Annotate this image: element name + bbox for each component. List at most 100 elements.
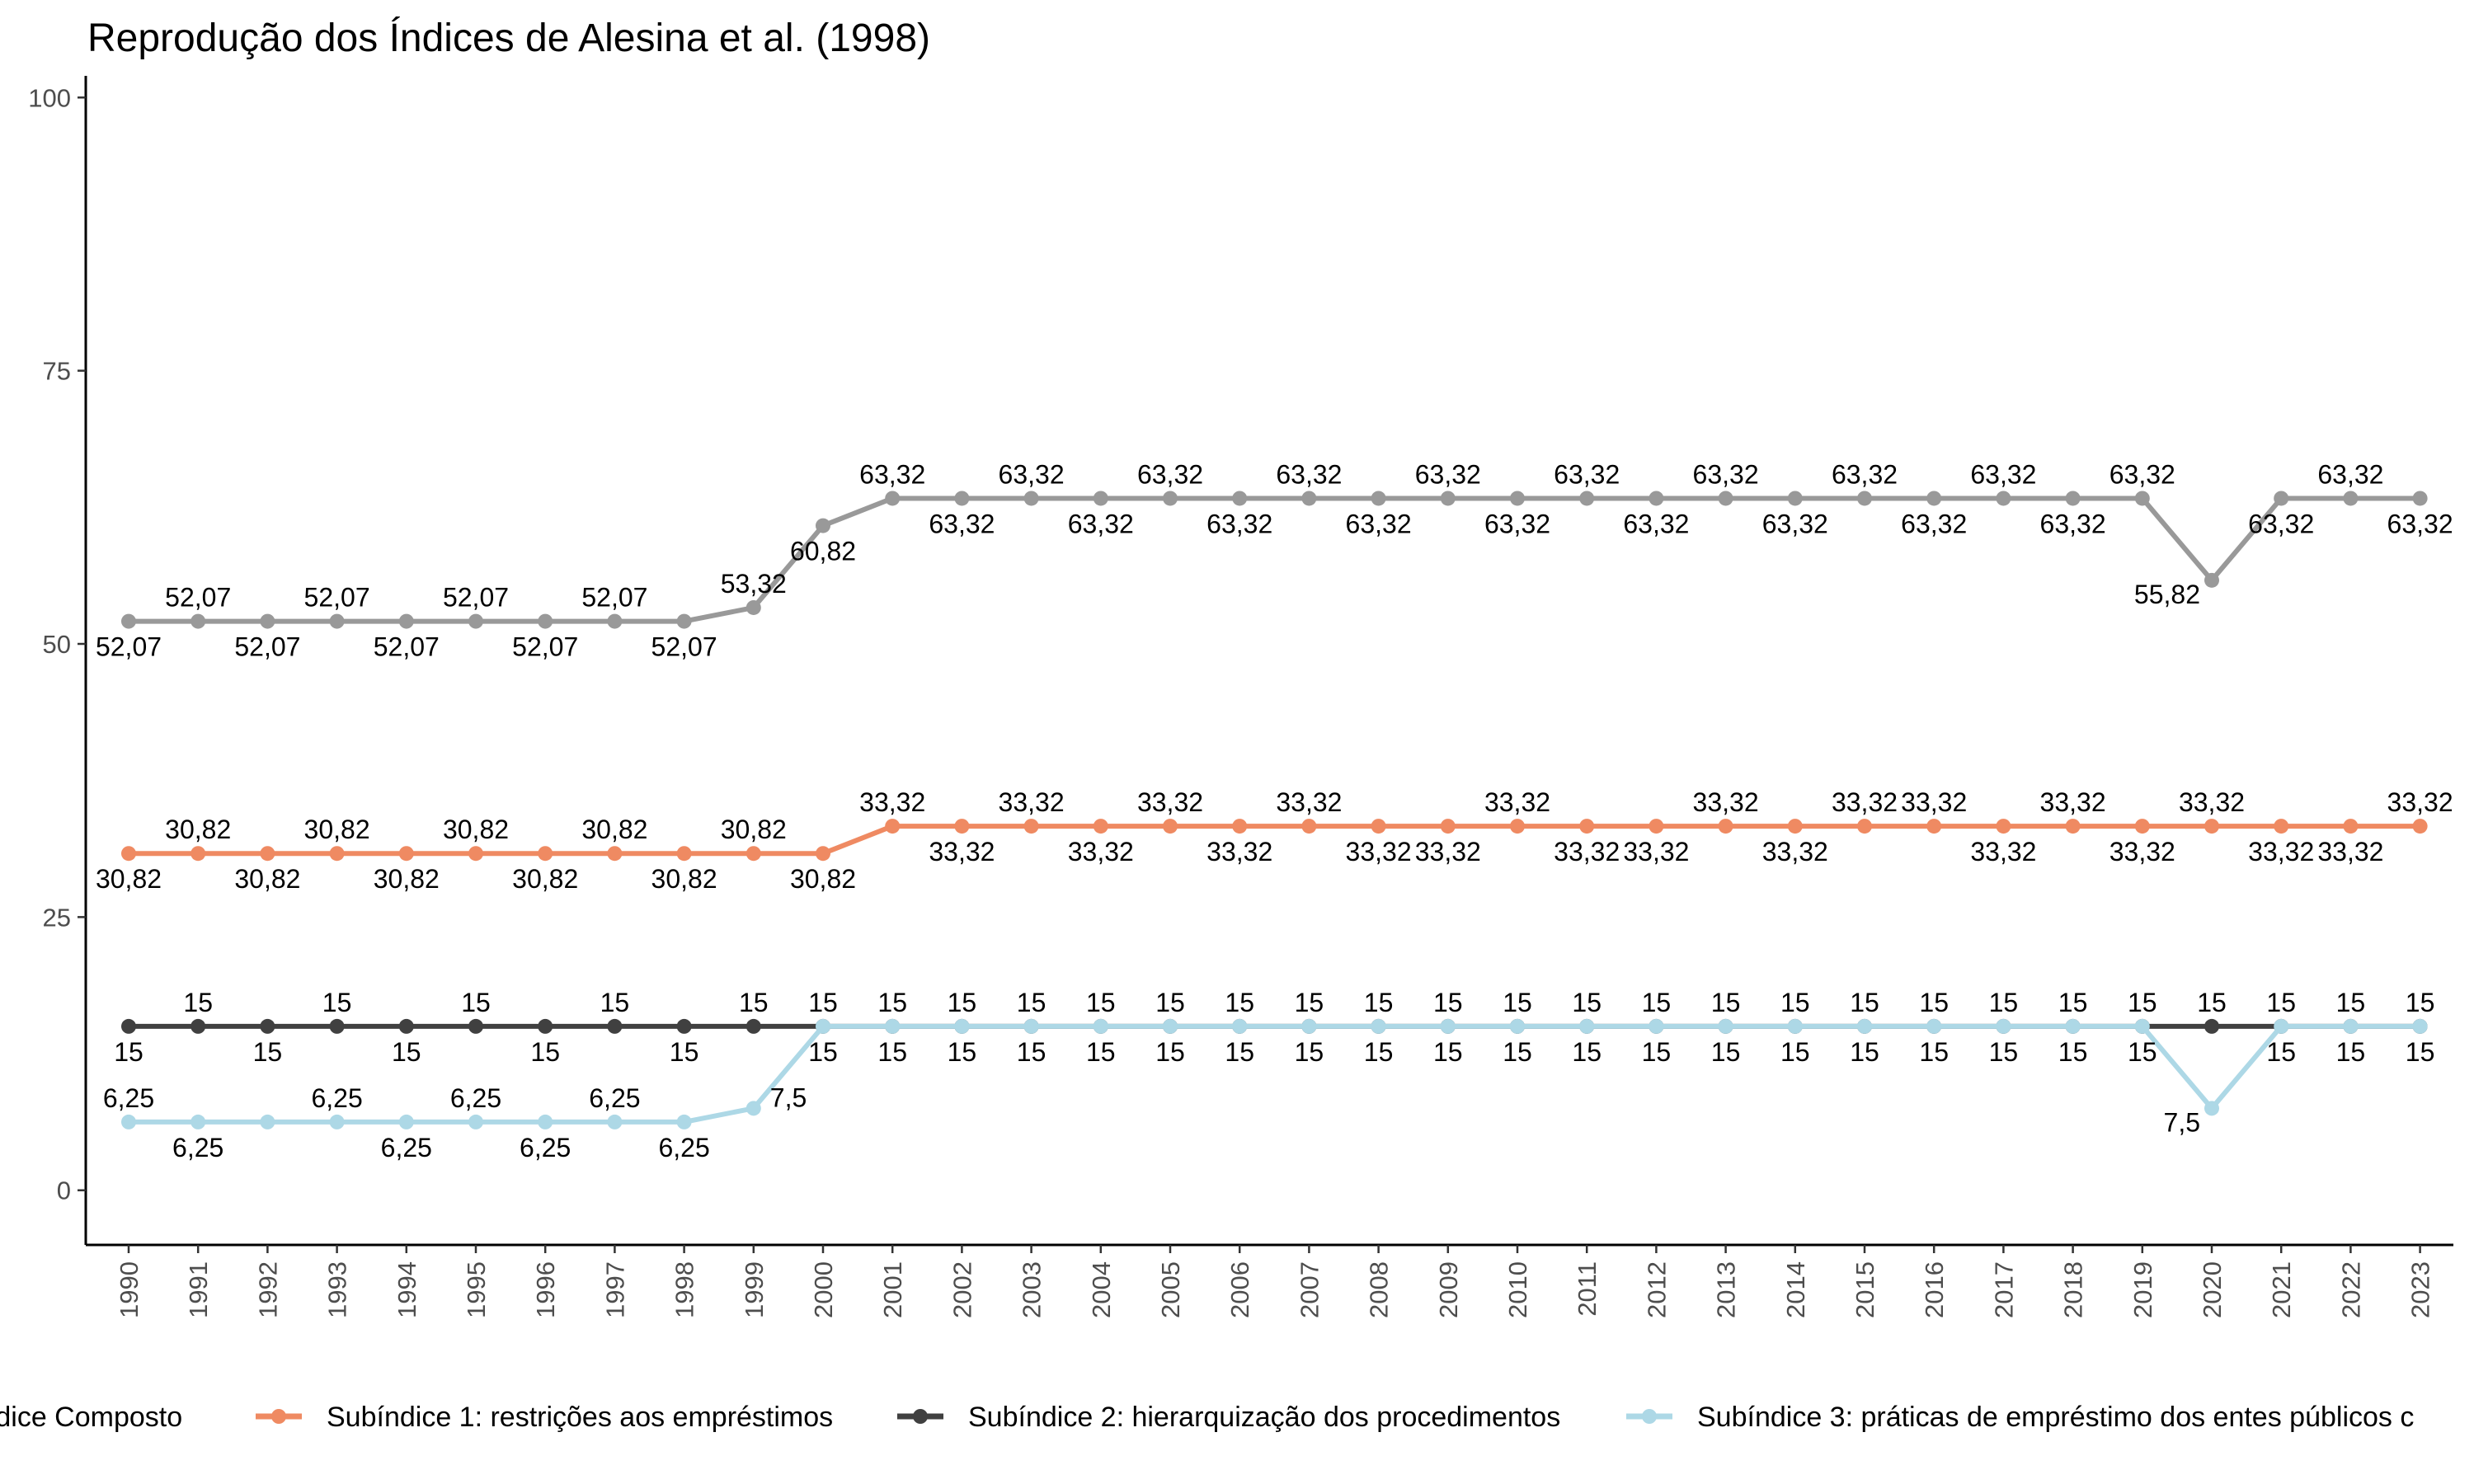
- data-label: 52,07: [651, 632, 717, 662]
- data-point: [260, 846, 275, 862]
- data-label: 6,25: [450, 1083, 501, 1113]
- data-label: 15: [1850, 1037, 1879, 1067]
- y-tick-label: 75: [43, 357, 71, 386]
- data-label: 52,07: [581, 583, 647, 613]
- data-label: 30,82: [96, 864, 162, 894]
- x-tick-label: 1993: [323, 1261, 352, 1318]
- data-point: [1649, 819, 1664, 834]
- data-point: [2343, 1018, 2359, 1034]
- data-point: [1371, 819, 1386, 834]
- data-label: 33,32: [1762, 837, 1828, 866]
- x-tick-label: 1994: [393, 1261, 421, 1318]
- data-label: 15: [1364, 988, 1394, 1017]
- data-point: [2134, 819, 2150, 834]
- data-label: 33,32: [999, 787, 1065, 817]
- data-label: 15: [1642, 988, 1672, 1017]
- data-point: [398, 1018, 414, 1034]
- data-point: [816, 518, 830, 533]
- data-label: 15: [2128, 1037, 2157, 1067]
- data-point: [1857, 819, 1872, 834]
- data-label: 7,5: [2164, 1107, 2200, 1137]
- data-point: [2065, 1018, 2081, 1034]
- x-tick-label: 1997: [600, 1261, 629, 1318]
- data-point: [190, 1018, 206, 1034]
- data-point: [538, 1018, 553, 1034]
- data-label: 15: [877, 1037, 907, 1067]
- legend-label: Índice Composto: [0, 1402, 182, 1433]
- x-tick-label: 2005: [1156, 1261, 1185, 1318]
- data-point: [1093, 1018, 1108, 1034]
- data-point: [1440, 819, 1456, 834]
- data-point: [121, 1018, 136, 1034]
- data-point: [1371, 491, 1386, 506]
- data-point: [954, 819, 970, 834]
- data-label: 6,25: [658, 1133, 709, 1162]
- x-tick-label: 2007: [1295, 1261, 1324, 1318]
- x-tick-label: 2022: [2336, 1261, 2365, 1318]
- data-label: 60,82: [790, 537, 856, 566]
- data-label: 63,32: [999, 459, 1065, 489]
- data-point: [607, 1114, 623, 1129]
- data-point: [2343, 491, 2359, 506]
- x-tick-label: 2023: [2406, 1261, 2435, 1318]
- x-tick-label: 2021: [2267, 1261, 2296, 1318]
- data-label: 33,32: [1137, 787, 1203, 817]
- data-label: 15: [183, 988, 213, 1017]
- data-point: [676, 1018, 692, 1034]
- data-label: 33,32: [1276, 787, 1342, 817]
- data-label: 15: [739, 988, 769, 1017]
- data-label: 6,25: [172, 1133, 223, 1162]
- data-label: 15: [2266, 988, 2296, 1017]
- data-point: [1232, 491, 1248, 506]
- data-label: 63,32: [1554, 459, 1620, 489]
- data-point: [676, 1114, 692, 1129]
- data-label: 15: [1295, 988, 1324, 1017]
- series-layer: [121, 491, 2428, 1129]
- data-label: 15: [1225, 1037, 1254, 1067]
- legend-item: Subíndice 1: restrições aos empréstimos: [256, 1402, 833, 1433]
- data-point: [2204, 572, 2219, 588]
- data-label: 63,32: [1137, 459, 1203, 489]
- data-label: 33,32: [1901, 787, 1967, 817]
- data-label: 30,82: [790, 864, 856, 894]
- data-point: [329, 613, 345, 629]
- y-tick-label: 0: [57, 1176, 71, 1205]
- data-point: [607, 613, 623, 629]
- x-tick-label: 1992: [253, 1261, 282, 1318]
- data-point: [190, 613, 206, 629]
- legend-key-point: [271, 1409, 286, 1424]
- data-label: 33,32: [1484, 787, 1550, 817]
- data-label: 15: [1155, 988, 1185, 1017]
- data-point: [468, 1018, 483, 1034]
- data-point: [954, 491, 970, 506]
- data-point: [1301, 491, 1317, 506]
- data-point: [676, 613, 692, 629]
- data-point: [1232, 819, 1248, 834]
- data-point: [1996, 491, 2011, 506]
- data-label: 63,32: [2387, 509, 2453, 538]
- data-label: 15: [1086, 988, 1116, 1017]
- data-label: 63,32: [1832, 459, 1898, 489]
- x-tick-label: 2012: [1642, 1261, 1671, 1318]
- data-label: 53,32: [721, 569, 787, 599]
- data-label: 52,07: [234, 632, 300, 662]
- x-tick-label: 2010: [1503, 1261, 1532, 1318]
- data-label: 15: [1572, 1037, 1602, 1067]
- data-point: [121, 846, 136, 862]
- data-point: [1649, 1018, 1664, 1034]
- x-tick-label: 1991: [184, 1261, 213, 1318]
- data-point: [398, 846, 414, 862]
- data-point: [1371, 1018, 1386, 1034]
- data-point: [260, 1114, 275, 1129]
- data-point: [1440, 1018, 1456, 1034]
- data-label: 15: [1433, 1037, 1463, 1067]
- data-label: 30,82: [234, 864, 300, 894]
- data-label: 33,32: [1970, 837, 2036, 866]
- data-label: 52,07: [443, 583, 509, 613]
- data-point: [1857, 491, 1872, 506]
- data-label: 15: [2406, 1037, 2435, 1067]
- data-point: [1926, 819, 1942, 834]
- data-point: [1301, 1018, 1317, 1034]
- data-label: 63,32: [1901, 509, 1967, 538]
- data-label: 33,32: [859, 787, 925, 817]
